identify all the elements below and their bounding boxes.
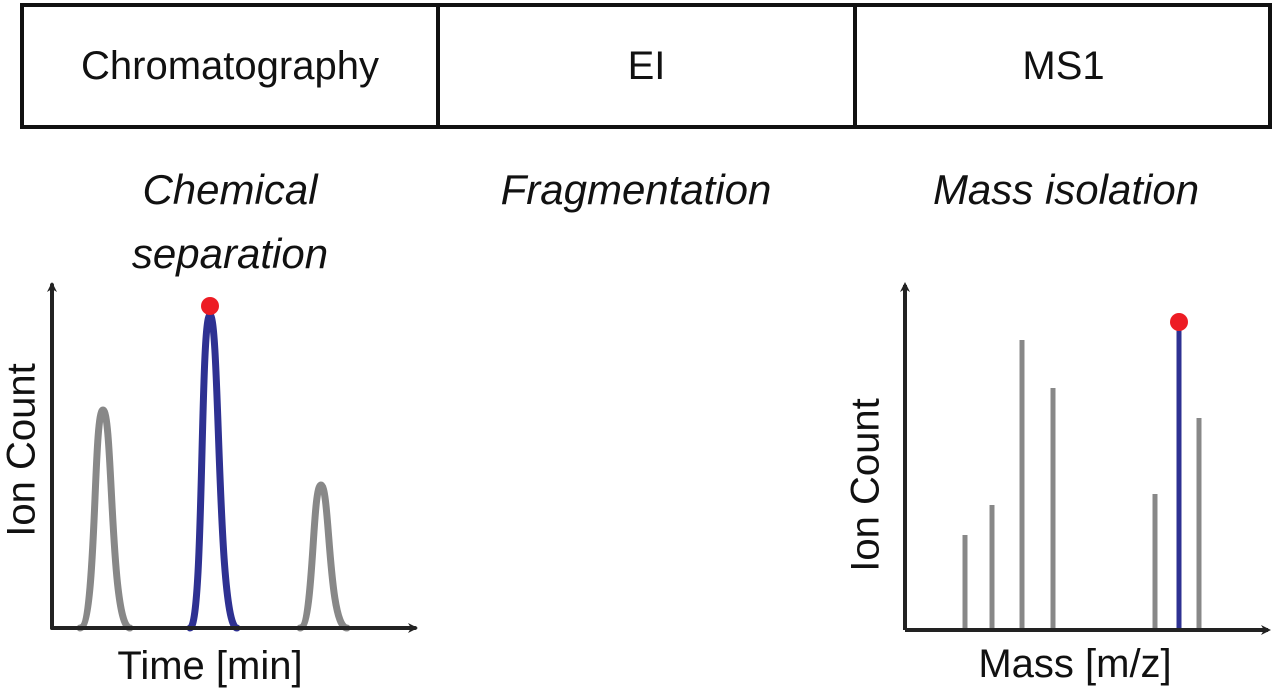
stage-caption: Mass isolation <box>932 166 1200 213</box>
stage-caption: Chemical separation <box>131 166 329 277</box>
x-axis-label: Time [min] <box>117 644 303 688</box>
stage-label: MS1 <box>1022 43 1105 88</box>
peak <box>76 406 134 632</box>
selected-peak <box>186 311 241 632</box>
x-axis-label: Mass [m/z] <box>978 642 1172 686</box>
marker-dot <box>201 297 219 315</box>
stage-frame <box>20 3 1272 129</box>
spectrum <box>900 282 1271 635</box>
peak <box>296 481 351 632</box>
stage-boxes <box>20 3 1272 129</box>
stage-caption: Fragmentation <box>500 166 772 213</box>
marker-dot <box>1170 313 1188 331</box>
stage-label: EI <box>627 43 666 88</box>
y-axis-label: Ion Count <box>0 363 44 537</box>
y-axis-label: Ion Count <box>843 398 888 572</box>
chromatogram <box>47 282 418 633</box>
stage-label: Chromatography <box>81 43 379 88</box>
